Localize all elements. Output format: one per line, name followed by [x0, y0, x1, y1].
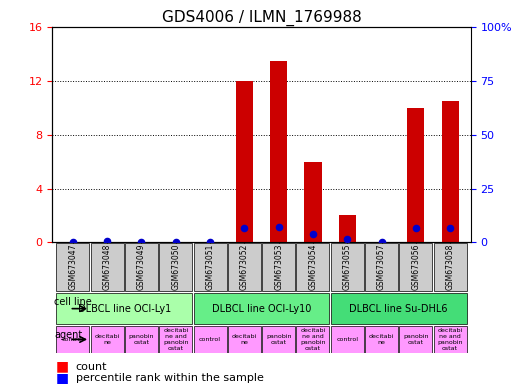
Bar — [441, 101, 459, 242]
FancyBboxPatch shape — [160, 243, 192, 291]
Point — [137, 239, 145, 245]
FancyBboxPatch shape — [365, 326, 398, 353]
FancyBboxPatch shape — [434, 243, 467, 291]
FancyBboxPatch shape — [331, 326, 363, 353]
FancyBboxPatch shape — [160, 326, 192, 353]
Bar — [270, 61, 287, 242]
FancyBboxPatch shape — [228, 243, 261, 291]
FancyBboxPatch shape — [56, 326, 89, 353]
FancyBboxPatch shape — [331, 243, 363, 291]
Point — [240, 225, 248, 231]
Text: GSM673047: GSM673047 — [69, 244, 77, 290]
Text: GSM673048: GSM673048 — [103, 244, 112, 290]
Text: count: count — [76, 362, 107, 372]
Text: percentile rank within the sample: percentile rank within the sample — [76, 373, 264, 383]
FancyBboxPatch shape — [297, 326, 329, 353]
Text: decitabi
ne: decitabi ne — [95, 334, 120, 345]
Text: GSM673049: GSM673049 — [137, 244, 146, 290]
FancyBboxPatch shape — [400, 326, 433, 353]
Point — [446, 225, 454, 232]
Text: ■: ■ — [56, 371, 70, 384]
FancyBboxPatch shape — [194, 293, 329, 324]
FancyBboxPatch shape — [262, 326, 295, 353]
Text: GSM673054: GSM673054 — [309, 244, 317, 290]
FancyBboxPatch shape — [228, 326, 261, 353]
FancyBboxPatch shape — [400, 243, 433, 291]
FancyBboxPatch shape — [56, 243, 89, 291]
Bar — [339, 215, 356, 242]
Point — [206, 239, 214, 245]
Point — [378, 239, 386, 245]
Text: panobin
ostat: panobin ostat — [403, 334, 428, 345]
Text: cell line: cell line — [54, 297, 92, 307]
Bar — [236, 81, 253, 242]
FancyBboxPatch shape — [331, 293, 467, 324]
FancyBboxPatch shape — [194, 326, 226, 353]
Point — [103, 238, 111, 245]
Point — [275, 224, 283, 230]
Text: control: control — [62, 337, 84, 342]
Point — [69, 239, 77, 245]
Text: GSM673055: GSM673055 — [343, 244, 352, 290]
Text: decitabi
ne: decitabi ne — [232, 334, 257, 345]
FancyBboxPatch shape — [262, 243, 295, 291]
FancyBboxPatch shape — [90, 243, 123, 291]
Text: decitabi
ne and
panobin
ostat: decitabi ne and panobin ostat — [300, 328, 326, 351]
Point — [343, 236, 351, 242]
Text: panobin
ostat: panobin ostat — [266, 334, 291, 345]
Text: GSM673050: GSM673050 — [171, 244, 180, 290]
Point — [412, 225, 420, 232]
Text: GSM673053: GSM673053 — [274, 244, 283, 290]
Title: GDS4006 / ILMN_1769988: GDS4006 / ILMN_1769988 — [162, 9, 361, 25]
Text: GSM673051: GSM673051 — [206, 244, 214, 290]
Text: agent: agent — [54, 330, 82, 340]
Text: control: control — [336, 337, 358, 342]
Text: control: control — [199, 337, 221, 342]
FancyBboxPatch shape — [365, 243, 398, 291]
FancyBboxPatch shape — [90, 326, 123, 353]
FancyBboxPatch shape — [194, 243, 226, 291]
Text: DLBCL line Su-DHL6: DLBCL line Su-DHL6 — [349, 304, 448, 314]
Text: ■: ■ — [56, 360, 70, 374]
Text: decitabi
ne: decitabi ne — [369, 334, 394, 345]
Text: decitabi
ne and
panobin
ostat: decitabi ne and panobin ostat — [163, 328, 188, 351]
Point — [309, 231, 317, 237]
Bar — [407, 108, 424, 242]
Text: decitabi
ne and
panobin
ostat: decitabi ne and panobin ostat — [437, 328, 463, 351]
FancyBboxPatch shape — [56, 293, 192, 324]
Text: GSM673058: GSM673058 — [446, 244, 454, 290]
Text: DLBCL line OCI-Ly10: DLBCL line OCI-Ly10 — [212, 304, 311, 314]
Text: panobin
ostat: panobin ostat — [129, 334, 154, 345]
FancyBboxPatch shape — [297, 243, 329, 291]
Bar — [304, 162, 322, 242]
Text: GSM673052: GSM673052 — [240, 244, 249, 290]
Point — [172, 239, 180, 245]
FancyBboxPatch shape — [125, 243, 158, 291]
FancyBboxPatch shape — [125, 326, 158, 353]
Text: GSM673056: GSM673056 — [411, 244, 420, 290]
Text: GSM673057: GSM673057 — [377, 244, 386, 290]
FancyBboxPatch shape — [434, 326, 467, 353]
Text: DLBCL line OCI-Ly1: DLBCL line OCI-Ly1 — [78, 304, 171, 314]
